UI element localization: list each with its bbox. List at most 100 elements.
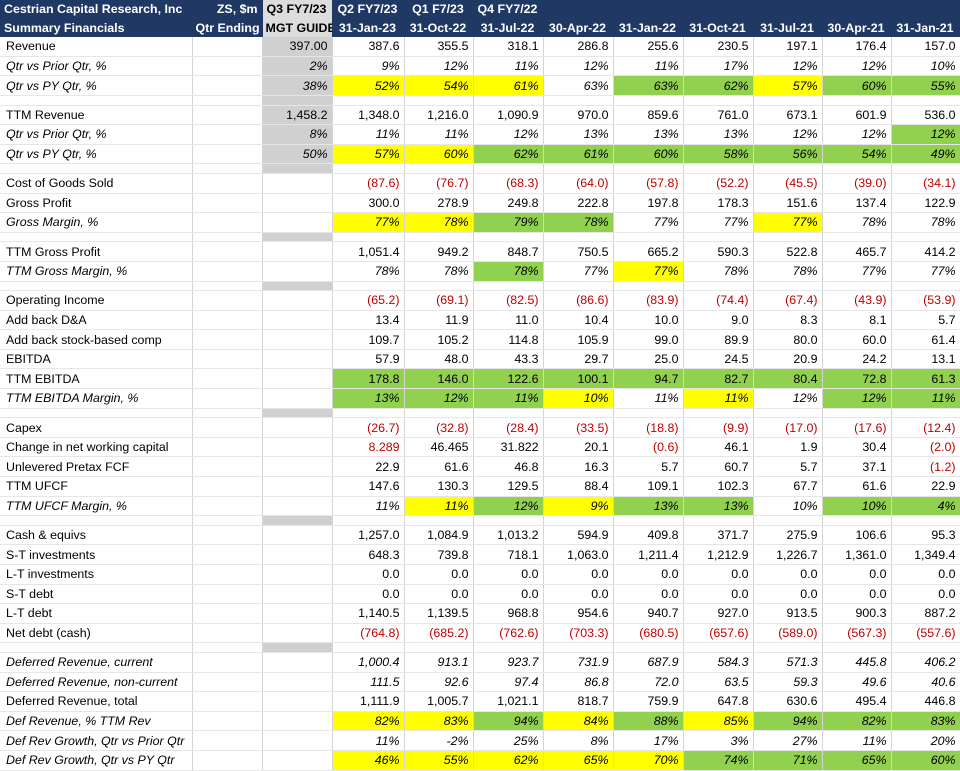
- value-cell[interactable]: 60.0: [822, 329, 892, 350]
- value-cell[interactable]: 9.0: [683, 310, 754, 331]
- value-cell[interactable]: 83%: [404, 711, 474, 732]
- value-cell[interactable]: (26.7): [332, 417, 405, 438]
- guide-cell[interactable]: [262, 496, 333, 517]
- row-label-cell[interactable]: Add back D&A: [0, 310, 193, 331]
- value-cell[interactable]: 355.5: [404, 37, 474, 57]
- empty-cell[interactable]: [683, 95, 754, 106]
- empty-cell[interactable]: [332, 232, 405, 243]
- guide-cell[interactable]: [262, 730, 333, 751]
- row-label-cell[interactable]: Unlevered Pretax FCF: [0, 456, 193, 478]
- value-cell[interactable]: 77%: [753, 212, 823, 233]
- empty-cell[interactable]: [192, 95, 263, 106]
- value-cell[interactable]: 954.6: [543, 603, 614, 624]
- empty-cell[interactable]: [473, 163, 544, 174]
- row-label-cell[interactable]: Deferred Revenue, total: [0, 691, 193, 712]
- empty-cell[interactable]: [822, 515, 892, 526]
- empty-cell[interactable]: [192, 515, 263, 526]
- value-cell[interactable]: 12%: [822, 124, 892, 145]
- empty-cell[interactable]: [332, 95, 405, 106]
- value-cell[interactable]: 761.0: [683, 105, 754, 126]
- value-cell[interactable]: 77%: [613, 212, 684, 233]
- value-cell[interactable]: 12%: [473, 124, 544, 145]
- value-cell[interactable]: 48.0: [404, 349, 474, 370]
- value-cell[interactable]: 1,348.0: [332, 105, 405, 126]
- column-header-cell[interactable]: 31-Oct-22: [404, 18, 474, 38]
- value-cell[interactable]: 13%: [683, 496, 754, 517]
- value-cell[interactable]: 11.9: [404, 310, 474, 331]
- value-cell[interactable]: 88.4: [543, 476, 614, 497]
- value-cell[interactable]: 0.0: [822, 564, 892, 585]
- value-cell[interactable]: 77%: [332, 212, 405, 233]
- empty-cell[interactable]: [822, 95, 892, 106]
- row-label-cell[interactable]: Capex: [0, 417, 193, 438]
- empty-cell[interactable]: [822, 408, 892, 419]
- value-cell[interactable]: (764.8): [332, 623, 405, 644]
- value-cell[interactable]: 1,084.9: [404, 525, 474, 546]
- empty-cell[interactable]: [543, 163, 614, 174]
- guide-cell[interactable]: 8%: [262, 124, 333, 145]
- empty-cell[interactable]: [192, 711, 263, 732]
- value-cell[interactable]: 0.0: [753, 584, 823, 605]
- value-cell[interactable]: 13.1: [891, 349, 960, 370]
- empty-cell[interactable]: [192, 37, 263, 57]
- value-cell[interactable]: 100.1: [543, 368, 614, 390]
- empty-cell[interactable]: [192, 584, 263, 605]
- row-label-cell[interactable]: TTM EBITDA: [0, 368, 193, 390]
- value-cell[interactable]: 0.0: [473, 564, 544, 585]
- guide-cell[interactable]: 397.00: [262, 37, 333, 57]
- value-cell[interactable]: 54%: [404, 75, 474, 96]
- empty-cell[interactable]: [192, 652, 263, 673]
- value-cell[interactable]: 11%: [332, 124, 405, 145]
- empty-cell[interactable]: [192, 564, 263, 585]
- empty-cell[interactable]: [192, 75, 263, 96]
- value-cell[interactable]: 968.8: [473, 603, 544, 624]
- empty-cell[interactable]: [192, 525, 263, 546]
- row-label-cell[interactable]: TTM EBITDA Margin, %: [0, 388, 193, 409]
- empty-cell[interactable]: [613, 95, 684, 106]
- empty-cell[interactable]: [891, 515, 960, 526]
- value-cell[interactable]: 74%: [683, 750, 754, 771]
- value-cell[interactable]: 12%: [404, 56, 474, 77]
- value-cell[interactable]: 230.5: [683, 37, 754, 57]
- value-cell[interactable]: 65%: [822, 750, 892, 771]
- value-cell[interactable]: 11%: [822, 730, 892, 751]
- value-cell[interactable]: 601.9: [822, 105, 892, 126]
- row-label-cell[interactable]: EBITDA: [0, 349, 193, 370]
- empty-cell[interactable]: [891, 163, 960, 174]
- value-cell[interactable]: 60%: [822, 75, 892, 96]
- value-cell[interactable]: 24.2: [822, 349, 892, 370]
- column-header-cell[interactable]: 31-Jan-21: [891, 18, 960, 38]
- value-cell[interactable]: (86.6): [543, 290, 614, 311]
- value-cell[interactable]: 10%: [822, 496, 892, 517]
- value-cell[interactable]: 31.822: [473, 437, 544, 458]
- value-cell[interactable]: 82.7: [683, 368, 754, 390]
- value-cell[interactable]: 8%: [543, 730, 614, 751]
- empty-cell[interactable]: [192, 173, 263, 194]
- value-cell[interactable]: 11%: [404, 496, 474, 517]
- column-header-cell[interactable]: 31-Jan-22: [613, 18, 684, 38]
- value-cell[interactable]: 673.1: [753, 105, 823, 126]
- value-cell[interactable]: 157.0: [891, 37, 960, 57]
- value-cell[interactable]: 0.0: [891, 564, 960, 585]
- value-cell[interactable]: 78%: [332, 261, 405, 282]
- empty-cell[interactable]: [262, 281, 333, 292]
- empty-cell[interactable]: [753, 408, 823, 419]
- column-header-cell[interactable]: [543, 0, 614, 19]
- value-cell[interactable]: 0.0: [404, 584, 474, 605]
- value-cell[interactable]: (33.5): [543, 417, 614, 438]
- column-header-cell[interactable]: 31-Jul-21: [753, 18, 823, 38]
- value-cell[interactable]: 900.3: [822, 603, 892, 624]
- empty-cell[interactable]: [192, 496, 263, 517]
- value-cell[interactable]: 13.4: [332, 310, 405, 331]
- value-cell[interactable]: 10.0: [613, 310, 684, 331]
- empty-cell[interactable]: [332, 163, 405, 174]
- value-cell[interactable]: 46%: [332, 750, 405, 771]
- value-cell[interactable]: 630.6: [753, 691, 823, 712]
- value-cell[interactable]: 859.6: [613, 105, 684, 126]
- value-cell[interactable]: 151.6: [753, 193, 823, 214]
- value-cell[interactable]: 85%: [683, 711, 754, 732]
- value-cell[interactable]: 114.8: [473, 329, 544, 350]
- empty-cell[interactable]: [192, 329, 263, 350]
- guide-cell[interactable]: 1,458.2: [262, 105, 333, 126]
- value-cell[interactable]: (67.4): [753, 290, 823, 311]
